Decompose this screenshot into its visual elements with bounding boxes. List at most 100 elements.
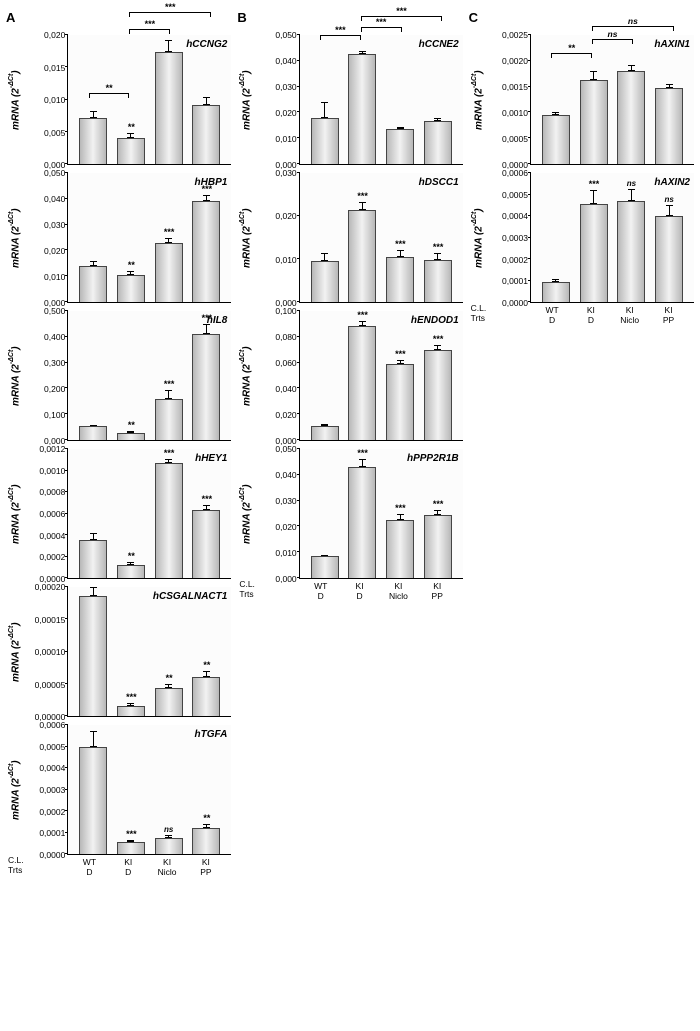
y-tick-label: 0,00010 <box>35 647 66 657</box>
error-bar <box>400 127 401 130</box>
significance-marker: *** <box>395 504 406 513</box>
bar <box>155 838 183 854</box>
bar <box>117 565 145 578</box>
y-tick-label: 0,010 <box>275 548 296 558</box>
x-category: WTD <box>537 305 568 325</box>
y-tick-label: 0,030 <box>275 82 296 92</box>
bar <box>192 334 220 440</box>
y-tick-label: 0,0012 <box>39 444 65 454</box>
error-bar <box>631 65 632 71</box>
bar-slot <box>78 311 108 440</box>
significance-marker: *** <box>201 495 212 504</box>
y-tick-labels: 0,00000,00010,00020,00030,00040,00050,00… <box>23 725 67 855</box>
y-tick-labels: 0,0000,0200,0400,0600,0800,100 <box>255 311 299 441</box>
significance-marker: ** <box>165 674 172 683</box>
error-bar <box>206 324 207 334</box>
chart-panel: mRNA (2-ΔCt)0,0000,0050,0100,0150,020hCC… <box>6 35 231 165</box>
error-bar <box>555 112 556 115</box>
bar <box>192 201 220 302</box>
y-tick-label: 0,010 <box>44 272 65 282</box>
y-tick-labels: 0,0000,0100,0200,0300,0400,050 <box>255 35 299 165</box>
y-tick-labels: 0,0000,0100,0200,0300,0400,050 <box>255 449 299 579</box>
chart-panel: mRNA (2-ΔCt)0,0000,0100,0200,0300,0400,0… <box>6 173 231 303</box>
bar <box>348 326 376 440</box>
y-tick-label: 0,200 <box>44 384 65 394</box>
y-axis-label: mRNA (2-ΔCt) <box>237 35 254 165</box>
x-category: WTD <box>74 857 105 877</box>
y-tick-label: 0,0005 <box>39 742 65 752</box>
bar-slot <box>309 173 339 302</box>
error-bar <box>362 459 363 467</box>
y-tick-label: 0,000 <box>275 574 296 584</box>
error-bar <box>130 562 131 565</box>
error-bar <box>168 390 169 399</box>
plot-area: hCSGALNACT1******* <box>67 587 231 717</box>
error-bar <box>168 459 169 463</box>
bar-slot: ** <box>116 449 146 578</box>
significance-marker: *** <box>357 449 368 458</box>
bar-slot: *** <box>385 311 415 440</box>
column-A: A mRNA (2-ΔCt)0,0000,0050,0100,0150,020h… <box>6 10 231 885</box>
error-bar <box>362 202 363 210</box>
y-axis-label: mRNA (2-ΔCt) <box>237 173 254 303</box>
significance-marker: *** <box>201 314 212 323</box>
error-bar <box>206 671 207 677</box>
bar-slot <box>78 449 108 578</box>
error-bar <box>437 510 438 515</box>
bar-slot <box>579 35 609 164</box>
error-bar <box>168 238 169 243</box>
column-label-B: B <box>237 10 462 25</box>
y-tick-label: 0,0025 <box>502 30 528 40</box>
y-tick-label: 0,0006 <box>39 509 65 519</box>
bar <box>155 688 183 716</box>
significance-marker: *** <box>163 380 174 389</box>
bar <box>311 118 339 164</box>
y-tick-label: 0,00015 <box>35 615 66 625</box>
bar-slot: *** <box>154 449 184 578</box>
plot-area: hHBP1******** <box>67 173 231 303</box>
chart-panel: mRNA (2-ΔCt)0,0000,0100,0200,030hDSCC1**… <box>237 173 462 303</box>
y-tick-label: 0,0010 <box>502 108 528 118</box>
y-tick-label: 0,020 <box>44 30 65 40</box>
significance-marker: *** <box>395 240 406 249</box>
bar <box>348 54 376 164</box>
x-category: KINiclo <box>152 857 183 877</box>
y-tick-label: 0,100 <box>44 410 65 420</box>
significance-marker: *** <box>357 311 368 320</box>
chart-panel: mRNA (2-ΔCt)0,0000,1000,2000,3000,4000,5… <box>6 311 231 441</box>
bar-slot: *** <box>385 449 415 578</box>
error-bar <box>593 71 594 80</box>
error-bar <box>130 133 131 138</box>
error-bar <box>130 271 131 275</box>
y-tick-label: 0,0002 <box>502 255 528 265</box>
significance-marker: ** <box>127 261 134 270</box>
bar-slot: *** <box>423 173 453 302</box>
bar-slot: *** <box>347 173 377 302</box>
bar <box>348 210 376 302</box>
bar-slot <box>78 35 108 164</box>
bar-slot: *** <box>423 449 453 578</box>
error-bar <box>168 835 169 838</box>
y-tick-label: 0,030 <box>275 496 296 506</box>
bars-container: ******** <box>68 449 231 578</box>
y-tick-label: 0,030 <box>275 168 296 178</box>
chart-panel: mRNA (2-ΔCt)0,000000,000050,000100,00015… <box>6 587 231 717</box>
bar <box>155 52 183 164</box>
bar <box>617 201 645 302</box>
bar-slot <box>616 35 646 164</box>
column-label-A: A <box>6 10 231 25</box>
bars-container: ** <box>68 35 231 164</box>
chart-panel: mRNA (2-ΔCt)0,0000,0100,0200,0300,0400,0… <box>237 449 462 579</box>
y-tick-label: 0,0010 <box>39 466 65 476</box>
bar <box>617 71 645 164</box>
chart-panel: mRNA (2-ΔCt)0,0000,0100,0200,0300,0400,0… <box>237 35 462 165</box>
bar <box>424 260 452 302</box>
y-tick-label: 0,0003 <box>39 785 65 795</box>
y-tick-labels: 0,00000,00050,00100,00150,00200,0025 <box>486 35 530 165</box>
significance-marker: ** <box>127 421 134 430</box>
error-bar <box>206 97 207 105</box>
bar <box>79 747 107 855</box>
y-tick-labels: 0,00000,00020,00040,00060,00080,00100,00… <box>23 449 67 579</box>
bar-slot <box>154 35 184 164</box>
bars-container: *** *** *** <box>300 173 463 302</box>
